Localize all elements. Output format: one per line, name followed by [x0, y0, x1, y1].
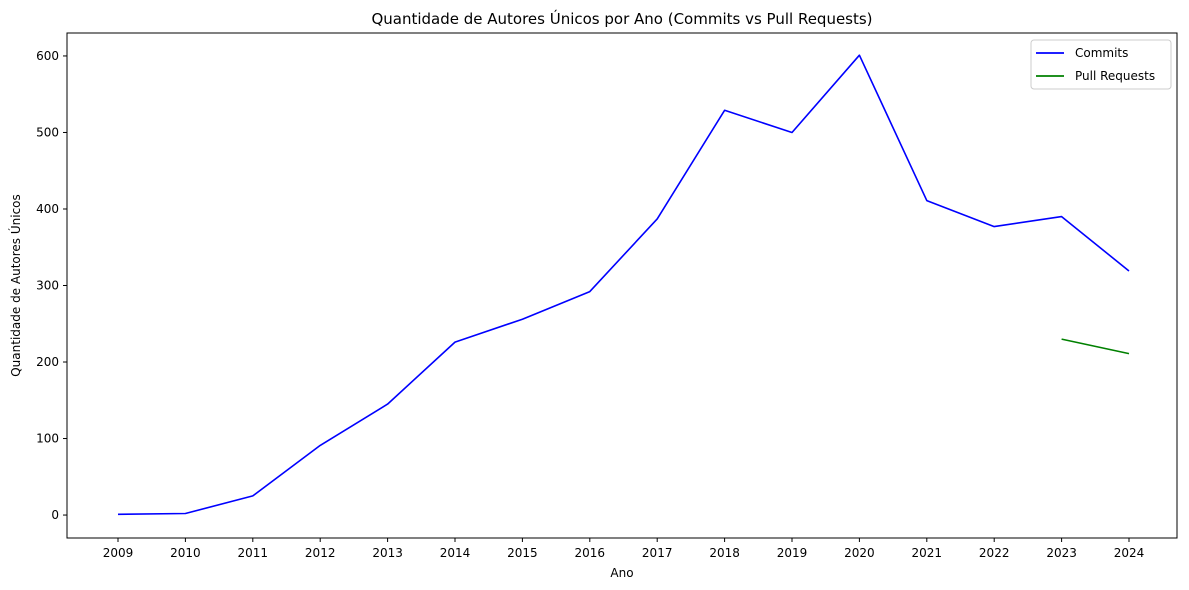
series-line-commits: [117, 54, 1130, 516]
x-tick-label: 2015: [507, 546, 538, 560]
x-tick-label: 2014: [440, 546, 471, 560]
x-tick-label: 2020: [844, 546, 875, 560]
x-tick-label: 2017: [642, 546, 673, 560]
y-tick-label: 100: [36, 432, 59, 446]
y-axis: 0 100 200 300 400 500 600: [36, 49, 67, 522]
x-tick-label: 2023: [1046, 546, 1077, 560]
x-tick-label: 2018: [709, 546, 740, 560]
legend: Commits Pull Requests: [1030, 39, 1172, 90]
y-tick-label: 0: [51, 508, 59, 522]
x-tick-label: 2010: [170, 546, 201, 560]
legend-box: [1030, 39, 1172, 90]
x-tick-label: 2022: [979, 546, 1010, 560]
y-tick-label: 600: [36, 49, 59, 63]
legend-label-commits: Commits: [1075, 46, 1128, 60]
x-tick-label: 2013: [372, 546, 403, 560]
series-line-pull-requests: [1061, 338, 1130, 355]
chart-title: Quantidade de Autores Únicos por Ano (Co…: [371, 9, 872, 28]
x-tick-label: 2009: [103, 546, 134, 560]
x-tick-label: 2012: [305, 546, 336, 560]
x-tick-label: 2024: [1114, 546, 1145, 560]
x-tick-label: 2016: [575, 546, 606, 560]
legend-label-pull-requests: Pull Requests: [1075, 69, 1155, 83]
x-tick-label: 2021: [912, 546, 943, 560]
y-tick-label: 300: [36, 279, 59, 293]
x-axis-label: Ano: [610, 566, 633, 580]
y-tick-label: 500: [36, 125, 59, 139]
y-axis-label: Quantidade de Autores Únicos: [8, 194, 23, 377]
x-axis: 2009 2010 2011 2012 2013 2014 2015 2016 2017 2018…: [103, 538, 1145, 560]
x-tick-label: 2011: [238, 546, 269, 560]
y-tick-label: 200: [36, 355, 59, 369]
series-layer: [117, 54, 1130, 516]
x-tick-label: 2019: [777, 546, 808, 560]
y-tick-label: 400: [36, 202, 59, 216]
